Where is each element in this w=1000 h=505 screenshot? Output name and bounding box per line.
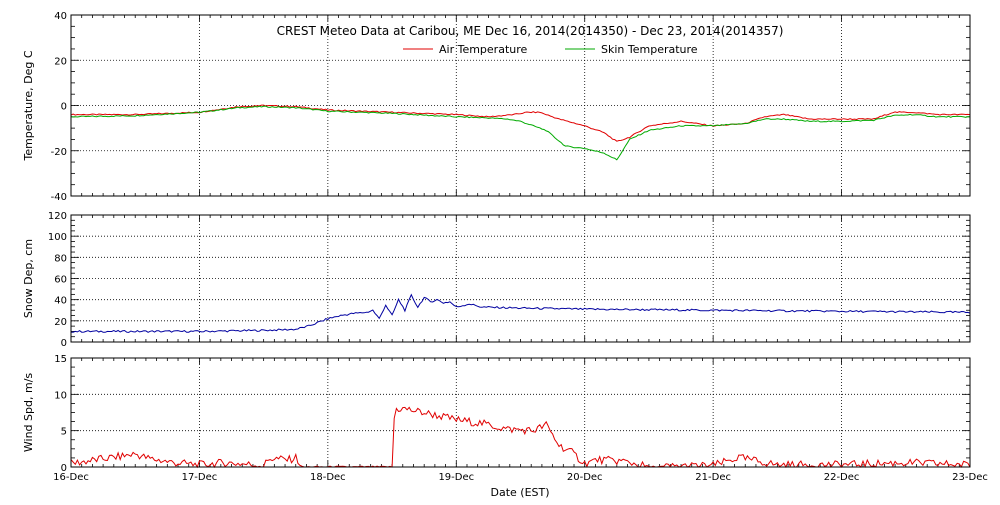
y-tick-label: -20 xyxy=(51,147,67,158)
series-air-temperature xyxy=(70,104,971,142)
x-tick-label: 16-Dec xyxy=(53,472,89,483)
y-axis-title: Snow Dep, cm xyxy=(22,239,35,318)
chart-title: CREST Meteo Data at Caribou, ME Dec 16, … xyxy=(277,24,784,38)
x-tick-label: 18-Dec xyxy=(310,472,346,483)
y-tick-label: 20 xyxy=(54,317,67,328)
x-axis-title: Date (EST) xyxy=(490,486,549,499)
y-tick-label: 20 xyxy=(54,56,67,67)
y-tick-label: 0 xyxy=(61,102,67,113)
y-tick-label: 40 xyxy=(54,296,67,307)
x-tick-label: 19-Dec xyxy=(438,472,474,483)
y-tick-label: 40 xyxy=(54,11,67,22)
y-tick-label: 5 xyxy=(61,427,67,438)
x-tick-label: 22-Dec xyxy=(824,472,860,483)
x-tick-label: 17-Dec xyxy=(182,472,218,483)
legend-label: Skin Temperature xyxy=(601,43,698,56)
legend-label: Air Temperature xyxy=(439,43,528,56)
x-tick-label: 23-Dec xyxy=(952,472,988,483)
y-tick-label: 80 xyxy=(54,253,67,264)
y-tick-label: 10 xyxy=(54,390,67,401)
y-tick-label: 0 xyxy=(61,338,67,349)
plot-frame xyxy=(70,214,971,343)
y-tick-label: 0 xyxy=(61,463,67,474)
plot-frame xyxy=(70,357,971,468)
plot-frame xyxy=(70,14,971,197)
y-axis-title: Wind Spd, m/s xyxy=(22,373,35,453)
y-tick-label: -40 xyxy=(51,192,67,203)
series-line-panel-3 xyxy=(70,406,971,469)
y-tick-label: 100 xyxy=(48,232,67,243)
y-tick-label: 60 xyxy=(54,275,67,286)
y-tick-label: 120 xyxy=(48,211,67,222)
y-tick-label: 15 xyxy=(54,354,67,365)
x-tick-label: 20-Dec xyxy=(567,472,603,483)
x-tick-label: 21-Dec xyxy=(695,472,731,483)
series-line-panel-2 xyxy=(70,293,971,333)
series-skin-temperature xyxy=(70,105,971,161)
y-axis-title: Temperature, Deg C xyxy=(22,50,35,161)
